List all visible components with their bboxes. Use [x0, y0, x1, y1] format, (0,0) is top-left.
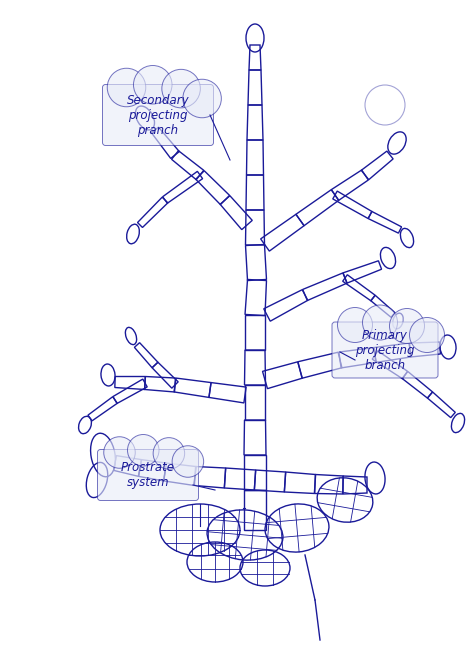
Circle shape — [128, 434, 159, 466]
FancyBboxPatch shape — [98, 450, 199, 501]
Circle shape — [410, 318, 445, 353]
Circle shape — [363, 305, 398, 340]
Circle shape — [134, 66, 172, 104]
Circle shape — [104, 437, 135, 468]
FancyBboxPatch shape — [102, 84, 213, 145]
Circle shape — [337, 308, 373, 343]
Circle shape — [162, 70, 201, 108]
FancyBboxPatch shape — [332, 322, 438, 378]
Text: Primary
projecting
branch: Primary projecting branch — [355, 328, 415, 371]
Circle shape — [183, 80, 221, 118]
Circle shape — [107, 68, 146, 107]
Circle shape — [153, 438, 185, 469]
Text: Prostrate
system: Prostrate system — [121, 461, 175, 489]
Text: Secondary
projecting
pranch: Secondary projecting pranch — [127, 93, 189, 137]
Circle shape — [172, 446, 204, 477]
Circle shape — [390, 308, 425, 343]
